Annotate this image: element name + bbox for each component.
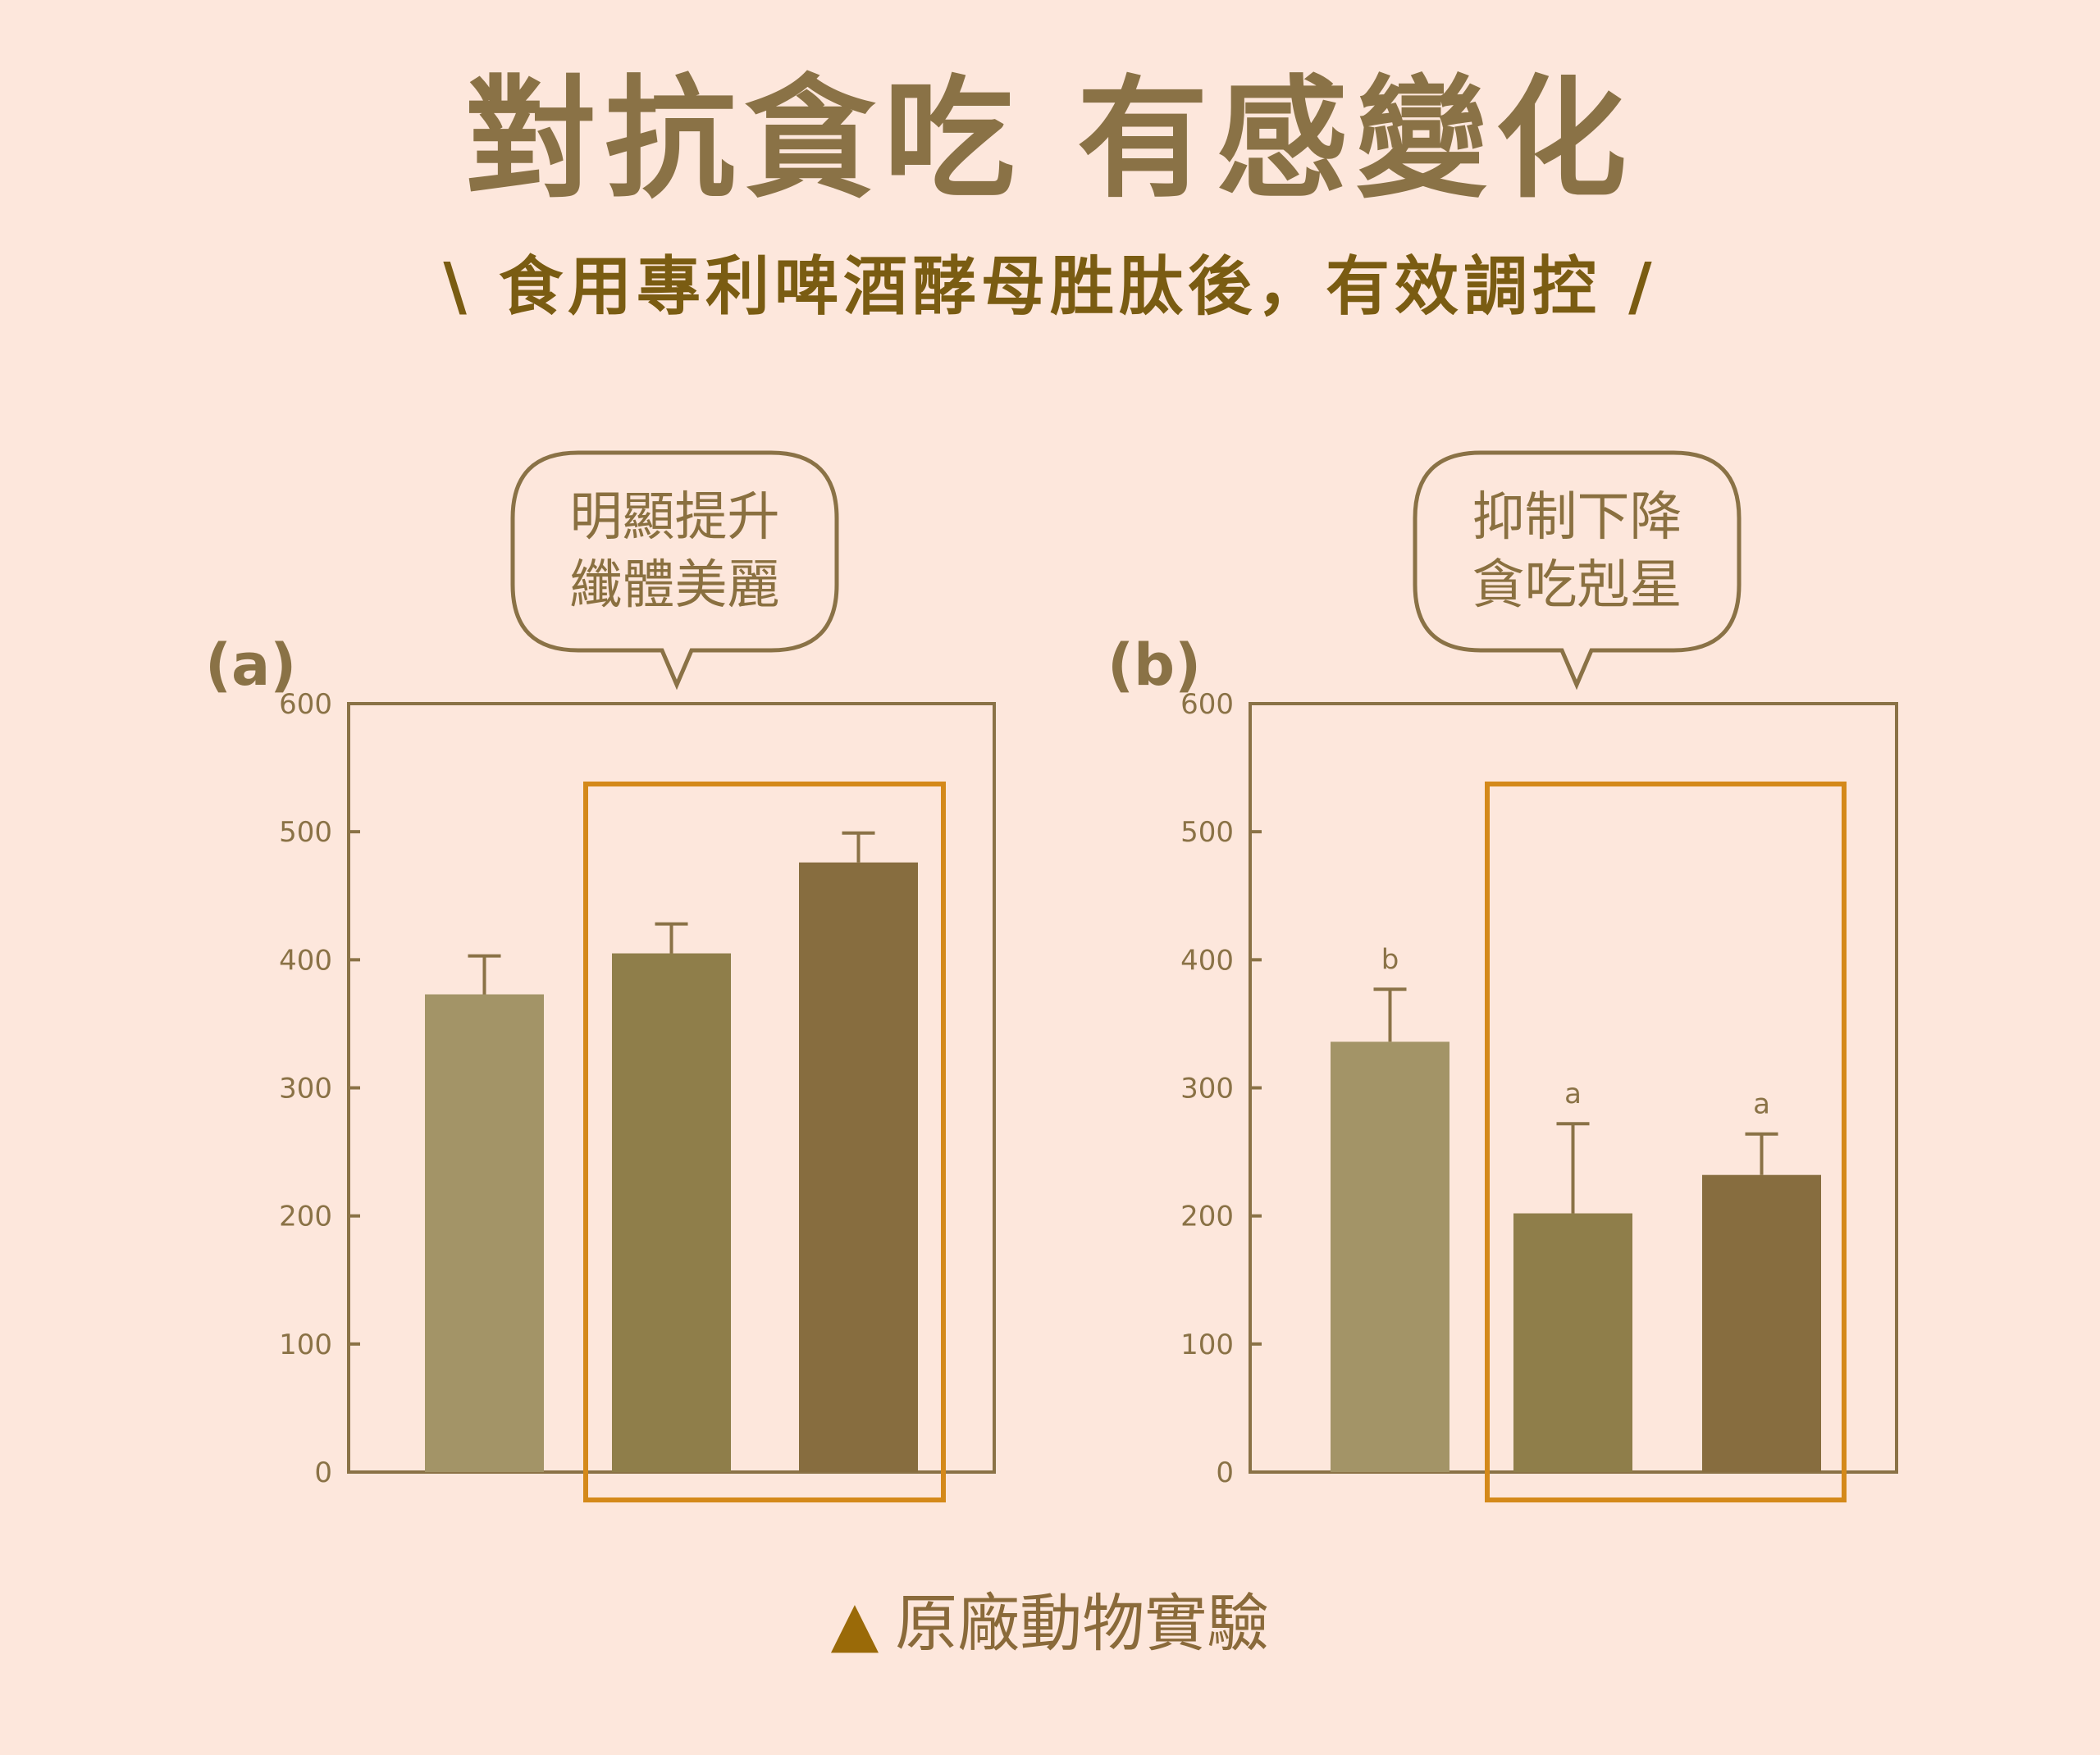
y-tick-label: 600 (279, 688, 332, 721)
y-tick-label: 0 (1216, 1456, 1234, 1489)
callout-line-2: 貪吃剋星 (1472, 555, 1682, 616)
y-tick-label: 400 (279, 944, 332, 977)
y-tick-label: 400 (1180, 944, 1234, 977)
y-tick-label: 500 (1180, 816, 1234, 849)
footer-note: ▲ 原廠動物實驗 (0, 1583, 2100, 1665)
significance-label: a (1564, 1078, 1582, 1110)
bar (425, 994, 544, 1472)
callout-line-1: 明顯提升 (570, 487, 780, 548)
y-tick-label: 200 (279, 1201, 332, 1233)
y-tick-label: 200 (1180, 1201, 1234, 1233)
callout-line-2: 纖體美麗 (570, 555, 780, 616)
bar (799, 862, 918, 1472)
y-tick-label: 600 (1180, 688, 1234, 721)
y-tick-label: 0 (314, 1456, 332, 1489)
page-subtitle: \ 食用專利啤酒酵母胜肽後，有效調控 / (443, 250, 1657, 324)
y-tick-label: 100 (1180, 1329, 1234, 1361)
panel-label: (b) (1107, 631, 1201, 699)
callout-bubble (510, 450, 839, 691)
callout-line-1: 抑制下降 (1472, 487, 1682, 548)
y-tick-label: 300 (1180, 1073, 1234, 1105)
bar (1513, 1213, 1632, 1472)
significance-label: b (1381, 943, 1399, 976)
page-title: 對抗貪吃 有感變化 (465, 62, 1635, 216)
triangle-icon: ▲ (830, 1587, 879, 1660)
footer-text: 原廠動物實驗 (895, 1587, 1270, 1660)
bar (1331, 1042, 1449, 1472)
significance-label: a (1753, 1088, 1770, 1121)
y-tick-label: 100 (279, 1329, 332, 1361)
y-tick-label: 500 (279, 816, 332, 849)
bar (1702, 1174, 1821, 1472)
bar (612, 953, 731, 1472)
highlight-box (1485, 782, 1847, 1502)
y-tick-label: 300 (279, 1073, 332, 1105)
panel-label: (a) (205, 631, 296, 699)
callout-bubble (1413, 450, 1742, 691)
highlight-box (583, 782, 946, 1502)
